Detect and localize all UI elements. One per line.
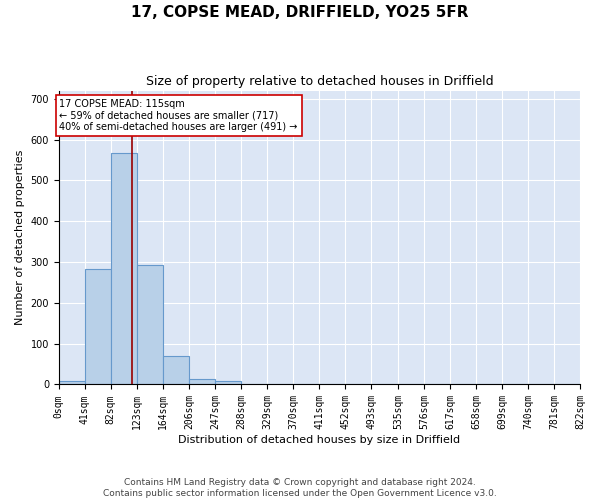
Title: Size of property relative to detached houses in Driffield: Size of property relative to detached ho… — [146, 75, 493, 88]
Text: 17, COPSE MEAD, DRIFFIELD, YO25 5FR: 17, COPSE MEAD, DRIFFIELD, YO25 5FR — [131, 5, 469, 20]
Bar — [111, 153, 137, 384]
Y-axis label: Number of detached properties: Number of detached properties — [15, 150, 25, 325]
Bar — [190, 379, 215, 384]
Bar — [137, 265, 163, 384]
Text: 17 COPSE MEAD: 115sqm
← 59% of detached houses are smaller (717)
40% of semi-det: 17 COPSE MEAD: 115sqm ← 59% of detached … — [59, 98, 298, 132]
Bar — [85, 269, 111, 384]
Bar — [59, 381, 85, 384]
Bar — [163, 356, 189, 384]
Text: Contains HM Land Registry data © Crown copyright and database right 2024.
Contai: Contains HM Land Registry data © Crown c… — [103, 478, 497, 498]
X-axis label: Distribution of detached houses by size in Driffield: Distribution of detached houses by size … — [178, 435, 460, 445]
Bar — [215, 381, 241, 384]
